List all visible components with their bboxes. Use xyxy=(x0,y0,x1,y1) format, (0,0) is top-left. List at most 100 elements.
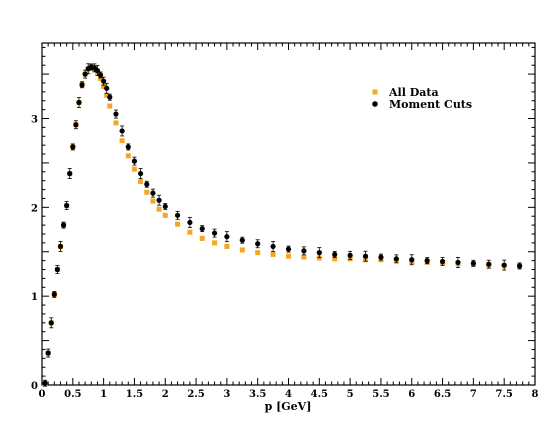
data-point-moment-cuts xyxy=(486,261,492,267)
data-point-all-data xyxy=(175,221,181,227)
data-point-all-data xyxy=(332,256,338,262)
data-point-moment-cuts xyxy=(439,258,446,265)
data-point-moment-cuts xyxy=(101,78,107,84)
data-point-all-data xyxy=(162,212,168,218)
data-point-moment-cuts xyxy=(70,144,76,150)
plot-area xyxy=(41,42,536,386)
legend-marker-moment-cuts xyxy=(372,101,378,107)
data-point-moment-cuts xyxy=(332,251,338,258)
x-tick-label: 3.5 xyxy=(249,389,266,400)
x-tick-label: 0.5 xyxy=(64,389,81,400)
data-point-moment-cuts xyxy=(378,254,384,260)
data-point-moment-cuts xyxy=(60,222,67,228)
data-point-all-data xyxy=(98,76,104,82)
legend-label-all-data: All Data xyxy=(388,86,439,99)
x-tick-label: 0 xyxy=(39,389,46,400)
data-point-moment-cuts xyxy=(48,320,54,326)
x-axis-label: p [GeV] xyxy=(265,400,312,413)
data-point-moment-cuts xyxy=(516,263,523,269)
data-point-moment-cuts xyxy=(393,256,399,262)
data-point-moment-cuts xyxy=(131,158,138,164)
data-point-moment-cuts xyxy=(285,246,292,252)
data-point-all-data xyxy=(270,251,276,257)
series-1 xyxy=(42,63,523,387)
data-point-all-data xyxy=(255,250,261,256)
data-point-all-data xyxy=(150,198,156,204)
data-point-moment-cuts xyxy=(409,257,415,263)
x-tick-label: 2 xyxy=(162,389,169,400)
x-tick-label: 7 xyxy=(470,389,477,400)
data-point-all-data xyxy=(104,92,110,98)
axis-ticks: 0 0.5 1 1.5 2 2.5 3 3.5 4 4.5 5 5.5 6 6.5 7 7.5 8 0 1 2 3 xyxy=(31,43,539,400)
data-point-moment-cuts xyxy=(455,259,461,266)
data-point-moment-cuts xyxy=(501,262,507,268)
data-point-moment-cuts xyxy=(150,190,156,196)
data-point-moment-cuts xyxy=(211,230,218,236)
data-point-moment-cuts xyxy=(64,202,70,209)
data-point-moment-cuts xyxy=(76,99,82,106)
x-tick-label: 4.5 xyxy=(311,389,328,400)
data-point-moment-cuts xyxy=(51,291,57,297)
x-tick-label: 5.5 xyxy=(372,389,389,400)
data-point-moment-cuts xyxy=(45,350,51,356)
data-point-moment-cuts xyxy=(54,266,61,273)
data-point-moment-cuts xyxy=(239,237,245,243)
data-point-moment-cuts xyxy=(162,203,168,210)
data-point-all-data xyxy=(187,229,193,235)
data-point-all-data xyxy=(224,243,230,249)
x-tick-label: 6.5 xyxy=(434,389,451,400)
data-point-all-data xyxy=(138,179,144,185)
data-point-moment-cuts xyxy=(97,72,104,78)
x-tick-label: 6 xyxy=(408,389,415,400)
data-point-moment-cuts xyxy=(316,250,322,256)
data-point-moment-cuts xyxy=(104,85,110,91)
data-point-all-data xyxy=(212,240,218,246)
data-point-moment-cuts xyxy=(57,243,64,250)
legend: All Data Moment Cuts xyxy=(372,86,472,111)
x-tick-label: 4 xyxy=(285,389,292,400)
y-tick-label: 2 xyxy=(31,203,38,214)
y-tick-label: 1 xyxy=(31,292,38,303)
data-point-moment-cuts xyxy=(113,111,119,117)
data-point-all-data xyxy=(125,153,131,159)
data-point-moment-cuts xyxy=(470,260,476,266)
data-point-moment-cuts xyxy=(42,380,48,386)
data-point-moment-cuts xyxy=(67,170,73,177)
legend-label-moment-cuts: Moment Cuts xyxy=(389,98,472,111)
data-point-moment-cuts xyxy=(347,252,353,258)
data-point-moment-cuts xyxy=(199,226,205,232)
x-tick-label: 2.5 xyxy=(187,389,204,400)
x-tick-label: 8 xyxy=(532,389,539,400)
data-point-moment-cuts xyxy=(73,122,79,128)
x-tick-label: 1.5 xyxy=(126,389,143,400)
data-point-moment-cuts xyxy=(79,82,85,88)
data-point-moment-cuts xyxy=(156,197,162,203)
data-point-moment-cuts xyxy=(424,258,430,264)
data-point-moment-cuts xyxy=(224,234,230,240)
data-point-moment-cuts xyxy=(119,128,125,134)
data-point-all-data xyxy=(101,84,107,90)
data-point-all-data xyxy=(113,120,119,126)
data-point-moment-cuts xyxy=(255,241,261,247)
data-point-all-data xyxy=(107,103,113,109)
x-tick-label: 5 xyxy=(347,389,354,400)
data-point-moment-cuts xyxy=(125,144,131,150)
data-point-moment-cuts xyxy=(82,71,88,77)
data-point-moment-cuts xyxy=(362,253,369,259)
data-point-moment-cuts xyxy=(301,248,307,254)
data-point-moment-cuts xyxy=(107,94,113,100)
data-point-all-data xyxy=(144,189,150,195)
data-point-moment-cuts xyxy=(144,181,150,187)
y-tick-label: 3 xyxy=(31,115,38,126)
data-point-moment-cuts xyxy=(270,243,276,250)
x-tick-label: 3 xyxy=(223,389,230,400)
legend-marker-all-data xyxy=(372,89,378,95)
data-point-moment-cuts xyxy=(174,212,181,218)
data-point-all-data xyxy=(156,206,162,212)
data-point-all-data xyxy=(239,247,245,253)
data-point-moment-cuts xyxy=(138,170,144,177)
data-point-all-data xyxy=(131,166,137,172)
data-point-all-data xyxy=(286,253,291,259)
y-tick-label: 0 xyxy=(31,381,38,392)
